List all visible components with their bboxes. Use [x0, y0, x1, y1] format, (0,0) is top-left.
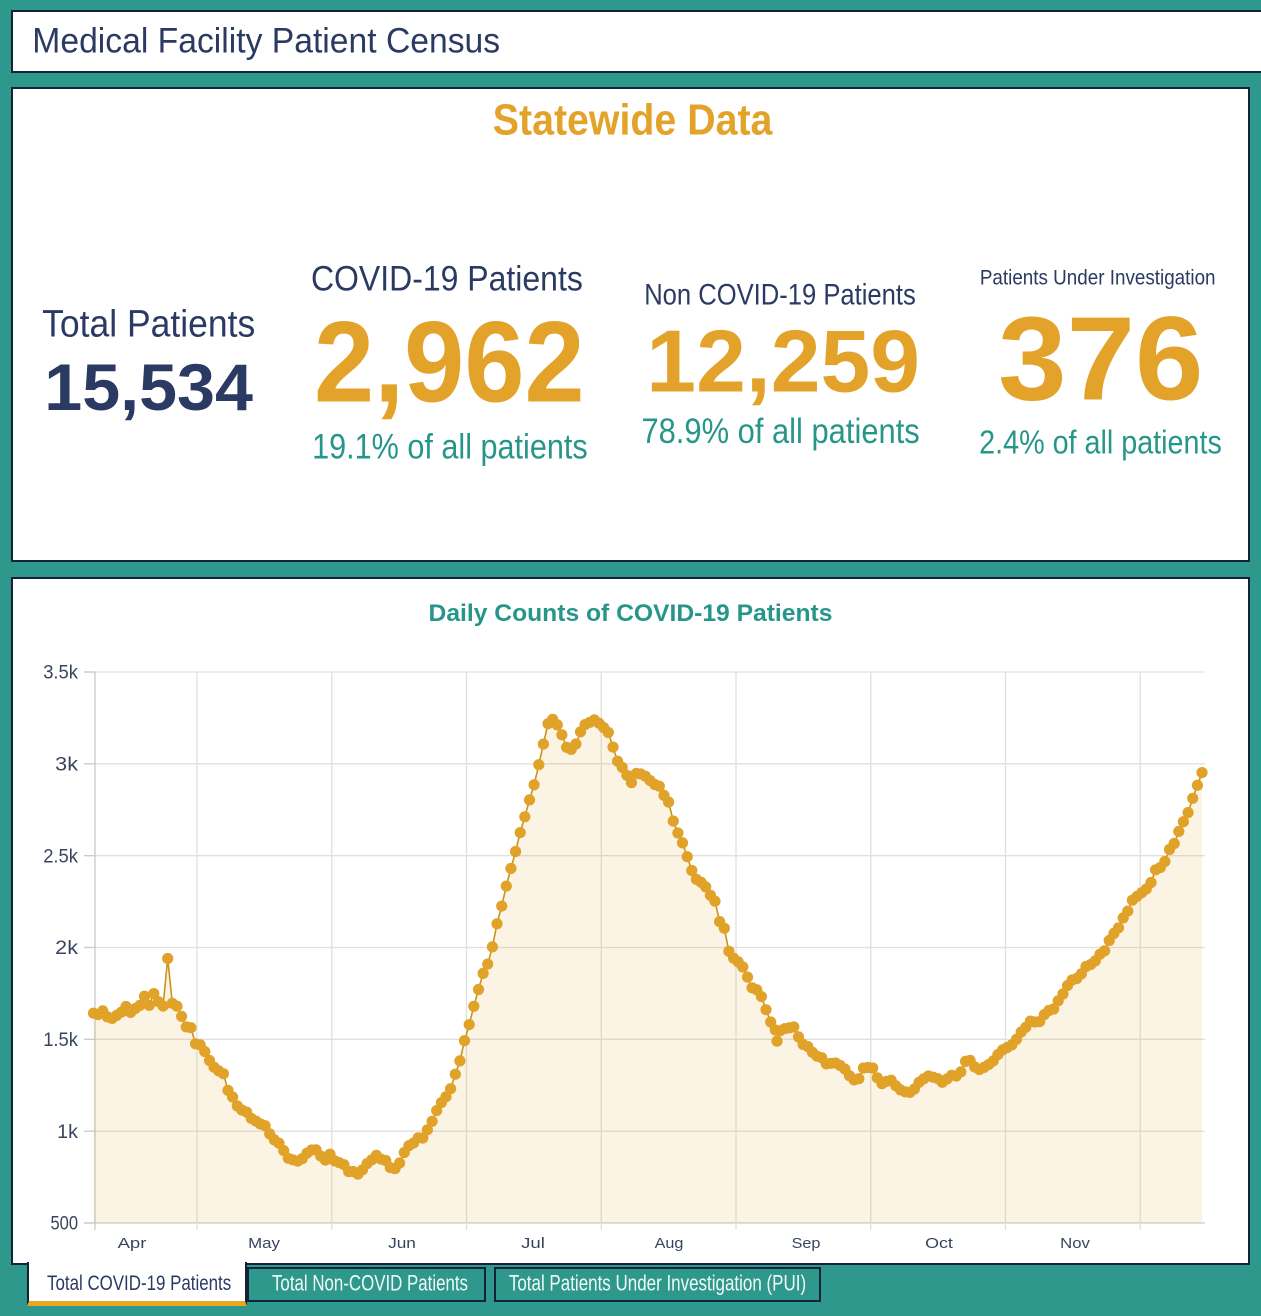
svg-text:2.5k: 2.5k: [43, 846, 78, 867]
svg-text:376: 376: [998, 292, 1203, 425]
svg-text:500: 500: [51, 1214, 79, 1235]
svg-text:Total COVID-19 Patients: Total COVID-19 Patients: [47, 1271, 231, 1295]
svg-text:78.9% of all patients: 78.9% of all patients: [641, 412, 919, 451]
svg-text:Nov: Nov: [1060, 1236, 1091, 1252]
svg-text:Non COVID-19 Patients: Non COVID-19 Patients: [644, 278, 916, 311]
svg-text:Sep: Sep: [792, 1236, 821, 1252]
svg-text:15,534: 15,534: [44, 351, 253, 425]
svg-text:Apr: Apr: [118, 1236, 147, 1252]
svg-text:1.5k: 1.5k: [43, 1030, 78, 1051]
svg-text:19.1% of all patients: 19.1% of all patients: [312, 426, 588, 466]
svg-text:Total Patients: Total Patients: [42, 304, 255, 346]
svg-text:2k: 2k: [55, 938, 78, 959]
svg-text:Oct: Oct: [925, 1236, 953, 1252]
svg-text:COVID-19 Patients: COVID-19 Patients: [311, 259, 583, 299]
svg-text:3k: 3k: [55, 755, 78, 776]
svg-text:1k: 1k: [57, 1122, 78, 1143]
svg-text:2.4% of all patients: 2.4% of all patients: [979, 424, 1222, 461]
svg-text:Aug: Aug: [655, 1236, 684, 1252]
svg-text:Jun: Jun: [388, 1236, 416, 1252]
svg-text:Patients Under Investigation: Patients Under Investigation: [980, 265, 1216, 289]
svg-text:Daily Counts of COVID-19 Patie: Daily Counts of COVID-19 Patients: [429, 600, 833, 627]
svg-text:Total Non-COVID Patients: Total Non-COVID Patients: [272, 1271, 468, 1296]
svg-text:12,259: 12,259: [646, 312, 920, 411]
svg-text:Total Patients Under Investiga: Total Patients Under Investigation (PUI): [509, 1271, 806, 1296]
svg-text:May: May: [248, 1236, 281, 1252]
svg-text:2,962: 2,962: [314, 299, 585, 427]
svg-text:3.5k: 3.5k: [43, 663, 78, 684]
svg-text:Jul: Jul: [521, 1236, 545, 1252]
svg-text:Medical Facility Patient Censu: Medical Facility Patient Census: [32, 21, 500, 60]
svg-text:Statewide Data: Statewide Data: [493, 96, 773, 145]
